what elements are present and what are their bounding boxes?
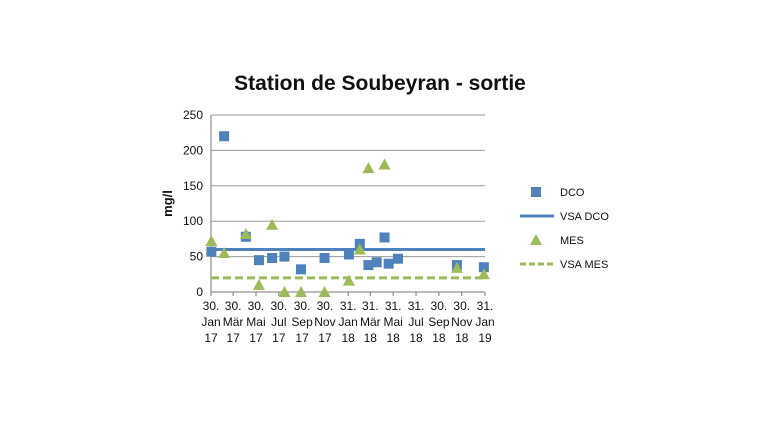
point-dco — [295, 264, 306, 275]
x-tick-label: 17 — [295, 331, 309, 345]
x-tick-label: 30. — [203, 299, 220, 313]
point-mes — [362, 162, 375, 174]
x-tick-label: 18 — [432, 331, 446, 345]
x-tick-label: 18 — [386, 331, 400, 345]
point-mes — [252, 278, 265, 290]
point-mes — [477, 268, 490, 280]
legend-label: MES — [560, 235, 584, 247]
x-tick-label: Jul — [408, 315, 423, 329]
x-tick-label: Jul — [271, 315, 286, 329]
x-tick-label: 30. — [431, 299, 448, 313]
x-tick-label: Sep — [428, 315, 450, 329]
point-mes — [353, 243, 366, 255]
legend-label: VSA DCO — [560, 211, 609, 223]
point-dco — [219, 131, 230, 142]
x-tick-label: 31. — [385, 299, 402, 313]
point-dco — [253, 255, 264, 266]
point-mes — [218, 247, 231, 259]
x-tick-label: 30. — [248, 299, 265, 313]
x-tick-label: Sep — [291, 315, 313, 329]
x-tick-label: Mär — [360, 315, 381, 329]
y-tick-label: 100 — [183, 214, 203, 228]
x-tick-label: 17 — [249, 331, 263, 345]
x-tick-label: Nov — [451, 315, 472, 329]
point-mes — [450, 261, 463, 273]
point-mes — [378, 158, 391, 170]
x-tick-label: 19 — [478, 331, 492, 345]
point-dco — [393, 253, 404, 264]
point-dco — [279, 251, 290, 262]
point-dco — [383, 258, 394, 269]
legend: DCO VSA DCO MES VSA MES — [520, 187, 609, 271]
chart-title: Station de Soubeyran - sortie — [234, 72, 526, 95]
point-dco — [206, 246, 217, 257]
legend-marker-mes — [530, 234, 542, 245]
legend-marker-dco — [531, 187, 541, 197]
x-tick-label: Nov — [314, 315, 335, 329]
x-tick-label: Mai — [246, 315, 265, 329]
y-tick-label: 150 — [183, 179, 203, 193]
x-tick-label: 30. — [271, 299, 288, 313]
y-tick-label: 250 — [183, 108, 203, 122]
point-mes — [278, 286, 291, 297]
x-tick-label: 31. — [362, 299, 379, 313]
x-tick-label: 17 — [272, 331, 286, 345]
point-mes — [266, 218, 279, 230]
x-tick-label: Mär — [223, 315, 244, 329]
gridlines — [211, 114, 485, 258]
point-mes — [318, 286, 331, 297]
x-tick-label: Mai — [383, 315, 402, 329]
x-tick-label: 31. — [408, 299, 425, 313]
x-tick-label: 31. — [477, 299, 494, 313]
x-tick-label: 30. — [294, 299, 311, 313]
x-tick-label: Jan — [475, 315, 494, 329]
point-dco — [267, 253, 278, 264]
point-mes — [205, 235, 218, 247]
x-tick-label: 17 — [204, 331, 218, 345]
legend-label: VSA MES — [560, 259, 608, 271]
point-mes — [239, 227, 252, 239]
point-dco — [478, 262, 489, 273]
x-tick-label: 17 — [318, 331, 332, 345]
data-markers — [205, 131, 490, 297]
legend-label: DCO — [560, 187, 585, 199]
y-tick-label: 200 — [183, 143, 203, 157]
x-tick-label: 18 — [455, 331, 469, 345]
y-tick-label: 0 — [196, 285, 203, 299]
axes — [210, 115, 486, 296]
point-dco — [371, 257, 382, 268]
x-tick-label: 17 — [226, 331, 240, 345]
point-dco — [379, 232, 390, 243]
point-mes — [342, 274, 355, 286]
y-tick-label: 50 — [190, 250, 204, 264]
x-tick-label: 30. — [453, 299, 470, 313]
point-dco — [343, 249, 354, 260]
x-tick-label: 30. — [317, 299, 334, 313]
point-mes — [294, 286, 307, 297]
tick-labels: 050100150200250mg/l30.Jan1730.Mär1730.Ma… — [160, 108, 495, 345]
x-tick-label: 31. — [340, 299, 357, 313]
point-dco — [319, 253, 330, 264]
x-tick-label: 18 — [342, 331, 356, 345]
x-tick-label: Jan — [201, 315, 220, 329]
x-tick-label: 18 — [409, 331, 423, 345]
x-tick-label: 30. — [225, 299, 242, 313]
x-tick-label: Jan — [339, 315, 358, 329]
x-tick-label: 18 — [364, 331, 378, 345]
point-dco — [363, 260, 374, 271]
y-axis-label: mg/l — [160, 190, 175, 217]
